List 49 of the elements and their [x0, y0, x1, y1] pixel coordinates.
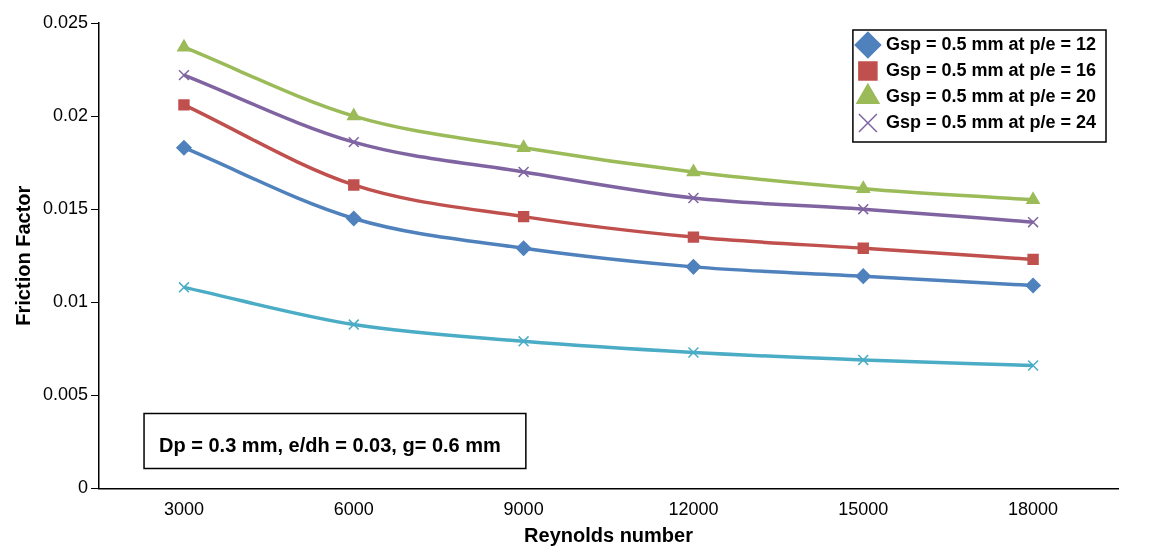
point [346, 210, 362, 227]
point [348, 318, 360, 331]
point [346, 108, 361, 121]
point [1027, 216, 1039, 228]
point [176, 139, 192, 156]
y-tick-label: 0.005 [43, 384, 89, 405]
point [685, 259, 702, 275]
point [856, 180, 871, 193]
point [855, 268, 872, 284]
point [178, 281, 190, 294]
annotation: Dp = 0.3 mm, e/dh = 0.03, g= 0.6 mm [159, 433, 501, 456]
x-tick-label: 9000 [503, 499, 544, 520]
point [857, 203, 869, 215]
point [517, 335, 530, 348]
x-tick-label: 12000 [668, 499, 719, 520]
y-axis-title: Friction Factor [11, 185, 34, 326]
y-tick-label: 0 [78, 477, 89, 498]
point [1027, 359, 1039, 372]
point [857, 242, 869, 254]
x-axis-title: Reynolds number [524, 523, 694, 546]
point [178, 99, 190, 111]
point [857, 354, 869, 366]
x-tick-label: 15000 [838, 499, 889, 520]
y-tick-label: 0.01 [53, 291, 89, 312]
x-tick-label: 18000 [1008, 499, 1059, 520]
point [515, 240, 532, 256]
legend-label: Gsp = 0.5 mm at p/e = 24 [885, 111, 1097, 132]
point [1026, 192, 1040, 205]
legend-label: Gsp = 0.5 mm at p/e = 16 [885, 59, 1097, 80]
point [517, 166, 530, 178]
y-tick-label: 0.02 [53, 105, 89, 126]
x-tick-label: 6000 [333, 499, 374, 520]
y-tick-label: 0.015 [43, 198, 89, 219]
point [686, 164, 701, 177]
point [516, 139, 531, 152]
point [1027, 253, 1039, 266]
legend-label: Gsp = 0.5 mm at p/e = 12 [885, 33, 1097, 54]
point [348, 136, 360, 148]
point [1025, 277, 1041, 294]
point [687, 346, 700, 359]
x-tick-label: 3000 [163, 499, 204, 520]
point [687, 231, 700, 243]
point [177, 39, 191, 52]
legend-label: Gsp = 0.5 mm at p/e = 20 [885, 85, 1097, 106]
point [348, 179, 360, 191]
y-tick-label: 0.025 [43, 11, 89, 32]
point [178, 69, 190, 81]
point [687, 192, 700, 204]
point [517, 210, 530, 223]
